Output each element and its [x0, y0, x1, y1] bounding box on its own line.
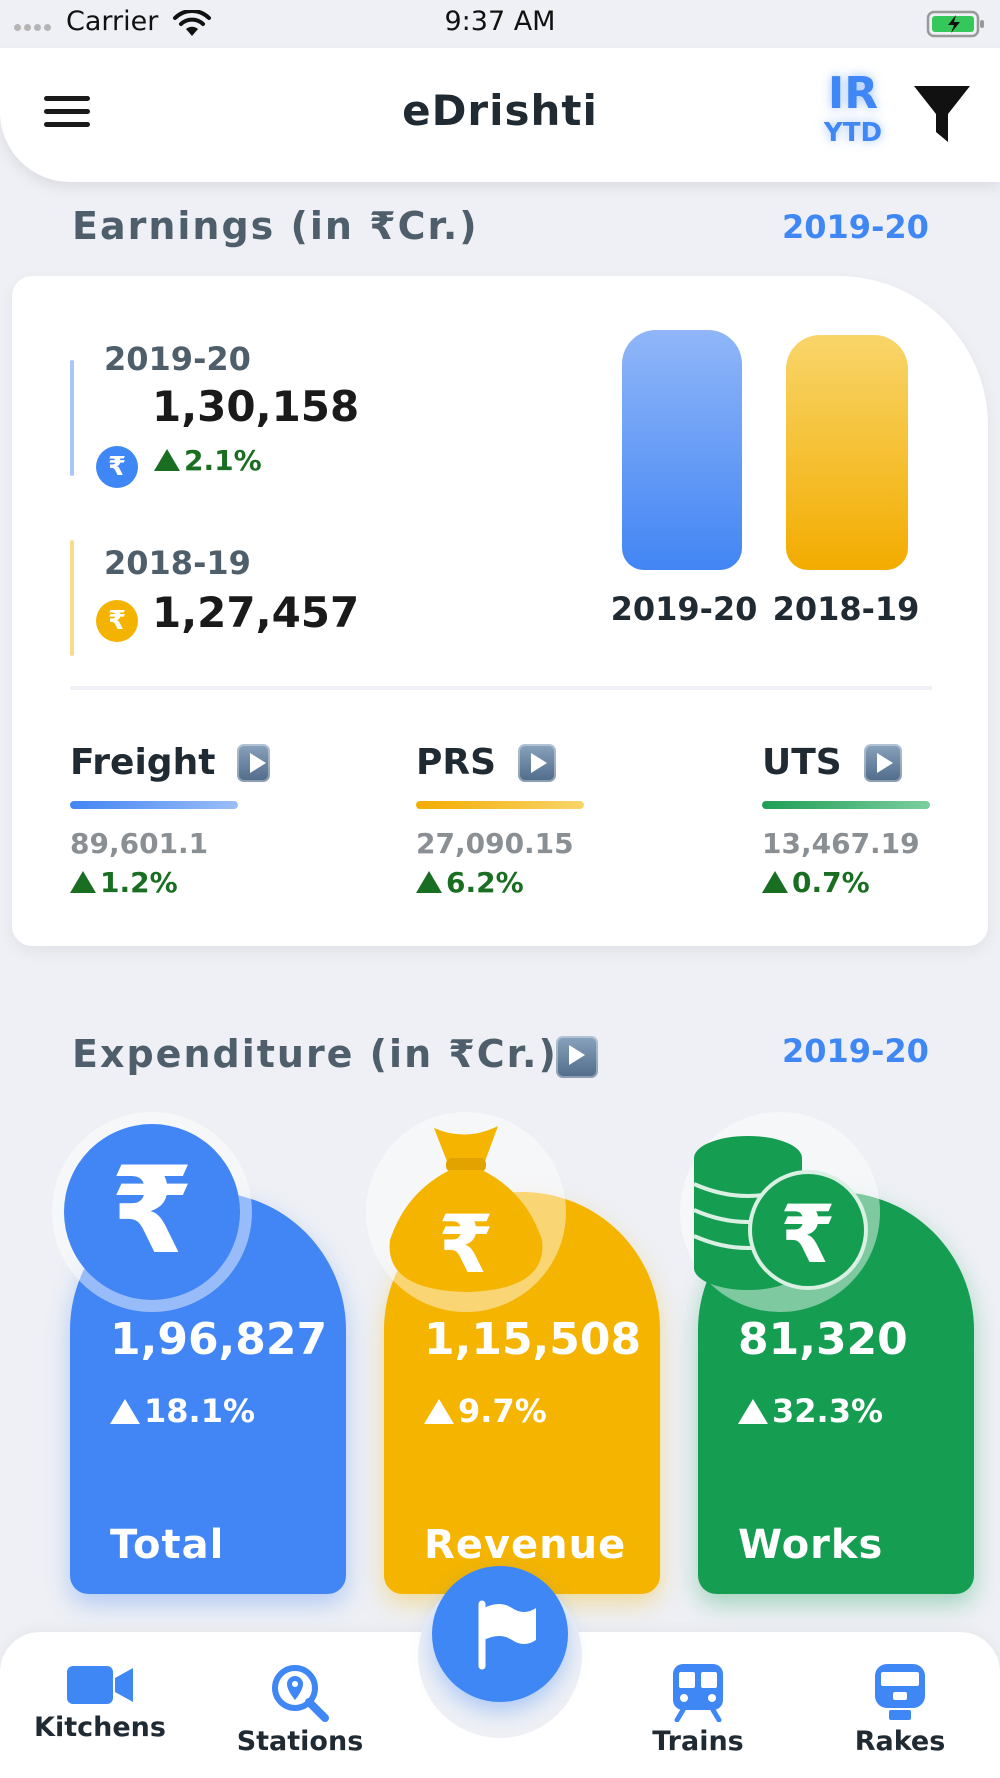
- bar-2019-20: [622, 330, 742, 570]
- earnings-title: Earnings (in ₹Cr.): [72, 204, 479, 248]
- previous-year-label: 2018-19: [104, 544, 251, 582]
- scope-selector[interactable]: IR YTD: [808, 68, 898, 149]
- svg-text:₹: ₹: [110, 1142, 194, 1281]
- category-value: 27,090.15: [416, 827, 574, 860]
- nav-label: Rakes: [854, 1726, 946, 1757]
- category-name: UTS: [762, 742, 842, 783]
- carrier-label: Carrier: [66, 6, 159, 37]
- play-icon[interactable]: [863, 743, 902, 782]
- coins-icon: ₹: [680, 1112, 880, 1312]
- bar-2018-19: [786, 335, 908, 570]
- nav-label: Trains: [652, 1726, 744, 1757]
- bar-label: 2018-19: [772, 590, 920, 628]
- signal-icon: [14, 24, 51, 31]
- nav-trains[interactable]: Trains: [618, 1662, 778, 1757]
- status-bar: Carrier 9:37 AM: [0, 0, 1000, 48]
- category-underline: [416, 801, 584, 809]
- expenditure-label: Works: [738, 1522, 884, 1568]
- expenditure-value: 1,96,827: [110, 1314, 328, 1365]
- category-prs[interactable]: PRS 27,090.15 6.2%: [416, 742, 616, 899]
- nav-label: Kitchens: [34, 1712, 166, 1743]
- wifi-icon: [173, 10, 211, 36]
- battery-icon: [926, 10, 984, 38]
- money-bag-icon: ₹: [366, 1112, 566, 1312]
- scope-label: IR: [827, 68, 879, 119]
- current-year-value: 1,30,158: [152, 382, 360, 431]
- location-search-icon: [272, 1665, 329, 1722]
- category-underline: [762, 801, 930, 809]
- expenditure-value: 1,15,508: [424, 1314, 642, 1365]
- menu-icon[interactable]: [44, 96, 90, 132]
- expenditure-value: 81,320: [738, 1314, 908, 1365]
- category-growth: 6.2%: [416, 866, 616, 899]
- divider: [70, 686, 932, 690]
- rupee-icon: ₹: [96, 446, 138, 488]
- play-icon[interactable]: [518, 743, 557, 782]
- video-camera-icon: [67, 1666, 133, 1704]
- svg-text:₹: ₹: [780, 1188, 836, 1281]
- expenditure-title: Expenditure (in ₹Cr.): [72, 1032, 558, 1076]
- expenditure-label: Revenue: [424, 1522, 627, 1568]
- category-value: 89,601.1: [70, 827, 209, 860]
- expenditure-label: Total: [110, 1522, 225, 1568]
- category-freight[interactable]: Freight 89,601.1 1.2%: [70, 742, 270, 899]
- play-icon[interactable]: [237, 743, 270, 782]
- rake-icon: [875, 1664, 925, 1720]
- current-year-growth: 2.1%: [154, 444, 262, 477]
- category-growth: 0.7%: [762, 866, 962, 899]
- expenditure-year[interactable]: 2019-20: [782, 1032, 929, 1070]
- app-header: eDrishti IR YTD: [0, 48, 1000, 182]
- nav-stations[interactable]: Stations: [220, 1662, 380, 1757]
- category-value: 13,467.19: [762, 827, 920, 860]
- nav-rakes[interactable]: Rakes: [820, 1662, 980, 1757]
- train-icon: [673, 1664, 723, 1722]
- current-year-label: 2019-20: [104, 340, 251, 378]
- current-year-marker: [70, 360, 74, 476]
- bar-label: 2019-20: [610, 590, 758, 628]
- previous-year-marker: [70, 540, 74, 656]
- filter-icon[interactable]: [912, 84, 972, 146]
- category-name: PRS: [416, 742, 497, 783]
- expenditure-growth: 18.1%: [110, 1392, 255, 1430]
- earnings-year[interactable]: 2019-20: [782, 208, 929, 246]
- category-growth: 1.2%: [70, 866, 270, 899]
- previous-year-value: 1,27,457: [152, 588, 360, 637]
- flag-button[interactable]: [432, 1566, 568, 1702]
- play-icon[interactable]: [556, 1036, 598, 1078]
- expenditure-growth: 9.7%: [424, 1392, 547, 1430]
- earnings-card: 2019-20 1,30,158 ₹ 2.1% 2018-19 ₹ 1,27,4…: [12, 276, 988, 946]
- period-label: YTD: [823, 118, 883, 148]
- rupee-icon: ₹: [52, 1112, 252, 1312]
- page-title: eDrishti: [402, 86, 598, 135]
- category-underline: [70, 801, 238, 809]
- category-uts[interactable]: UTS 13,467.19 0.7%: [762, 742, 962, 899]
- expenditure-growth: 32.3%: [738, 1392, 883, 1430]
- rupee-icon: ₹: [96, 600, 138, 642]
- nav-label: Stations: [236, 1726, 364, 1757]
- svg-text:₹: ₹: [438, 1198, 494, 1291]
- category-name: Freight: [70, 742, 216, 783]
- clock: 9:37 AM: [444, 6, 556, 37]
- flag-icon: [478, 1600, 536, 1670]
- nav-kitchens[interactable]: Kitchens: [20, 1662, 180, 1743]
- up-arrow-icon: [154, 449, 180, 471]
